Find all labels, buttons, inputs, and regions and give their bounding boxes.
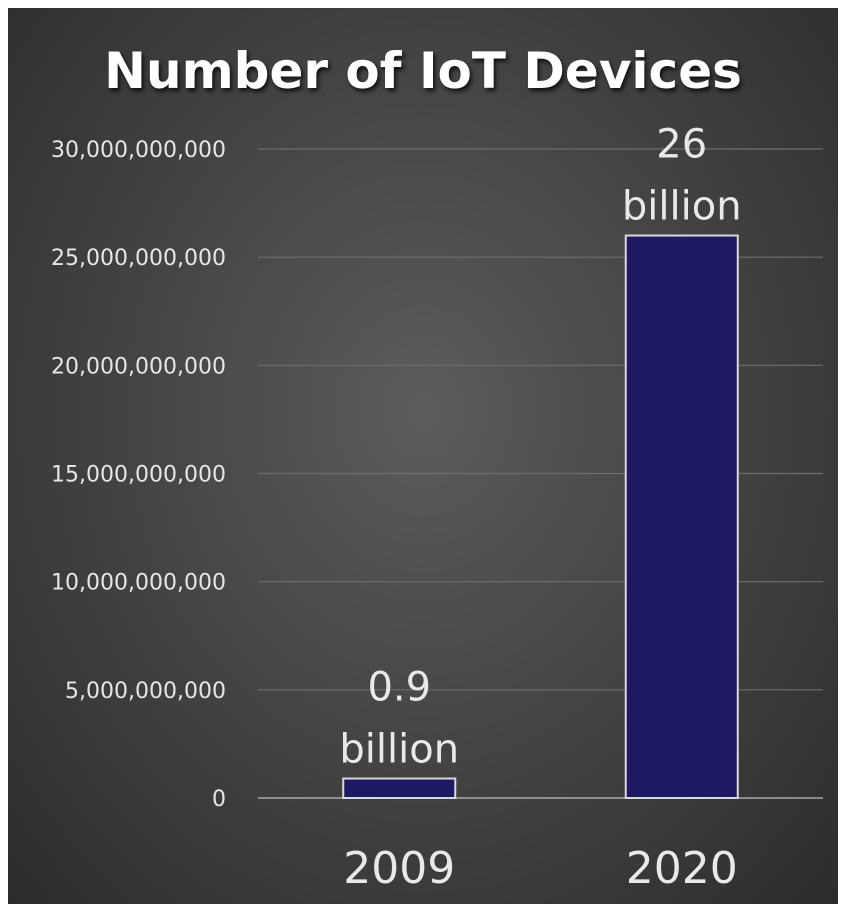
data-label: 0.9	[367, 665, 431, 711]
chart-area: Number of IoT Devices 0 5,000,000,000 10,0…	[8, 8, 838, 904]
x-tick-label: 2020	[626, 843, 738, 894]
y-tick-label: 5,000,000,000	[65, 679, 226, 704]
y-tick-label: 10,000,000,000	[51, 571, 226, 596]
bar	[624, 234, 739, 800]
plot-area: 0 5,000,000,000 10,000,000,000 15,000,000,0…	[51, 122, 823, 894]
bar	[342, 777, 457, 800]
data-label: billion	[339, 727, 459, 773]
y-tick-label: 25,000,000,000	[51, 246, 226, 271]
y-tick-label: 20,000,000,000	[51, 354, 226, 379]
x-tick-label: 2009	[343, 843, 455, 894]
data-label: billion	[622, 184, 742, 230]
y-tick-label: 30,000,000,000	[51, 138, 226, 163]
y-tick-label: 0	[212, 787, 226, 812]
y-tick-label: 15,000,000,000	[51, 463, 226, 488]
data-label: 26	[656, 122, 707, 168]
chart-title: Number of IoT Devices	[104, 42, 742, 100]
